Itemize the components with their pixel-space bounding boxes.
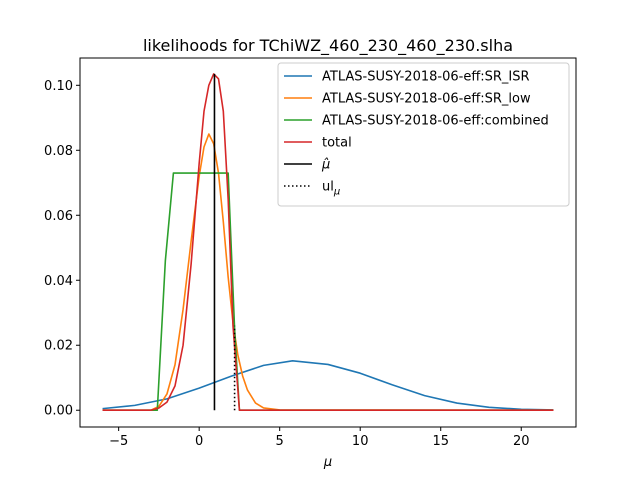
x-tick-label: 0: [195, 434, 203, 449]
x-tick-label: 10: [352, 434, 369, 449]
series-line-3: [102, 73, 554, 412]
x-tick-label: 5: [276, 434, 284, 449]
y-tick-label: 0.06: [44, 209, 73, 224]
y-tick-label: 0.04: [44, 274, 73, 289]
legend-frame: [277, 62, 570, 207]
y-tick-label: 0.00: [44, 404, 73, 419]
series-line-0: [102, 360, 554, 411]
y-tick-label: 0.10: [44, 79, 73, 94]
legend-label-0: ATLAS-SUSY-2018-06-eff:SR_ISR: [322, 70, 530, 85]
x-axis-label: μ: [323, 455, 332, 470]
x-axis: −5 0 5 10 15 20: [109, 427, 530, 449]
legend: ATLAS-SUSY-2018-06-eff:SR_ISR ATLAS-SUSY-…: [277, 62, 570, 207]
legend-label-annotation-subscript: μ: [333, 187, 340, 198]
y-tick-label: 0.02: [44, 339, 73, 354]
annotation-lines: [213, 73, 236, 411]
legend-label-annotation-text: μ̂: [321, 158, 330, 173]
series-line-1: [102, 133, 554, 412]
y-axis: 0.00 0.02 0.04 0.06 0.08 0.10: [44, 79, 80, 419]
legend-label-annotation-1: ulμ: [322, 180, 340, 198]
legend-label-2: ATLAS-SUSY-2018-06-eff:combined: [322, 114, 549, 129]
legend-label-3: total: [322, 136, 352, 151]
legend-label-annotation-0: μ̂: [321, 158, 330, 173]
plot-lines: [102, 73, 554, 412]
legend-label-1: ATLAS-SUSY-2018-06-eff:SR_low: [322, 92, 531, 107]
x-tick-label: −5: [109, 434, 128, 449]
x-tick-label: 15: [432, 434, 449, 449]
y-tick-label: 0.08: [44, 144, 73, 159]
legend-label-annotation-text: ul: [322, 180, 334, 195]
axes-frame: [79, 57, 577, 428]
chart-title: likelihoods for TChiWZ_460_230_460_230.s…: [143, 36, 513, 56]
x-tick-label: 20: [513, 434, 530, 449]
